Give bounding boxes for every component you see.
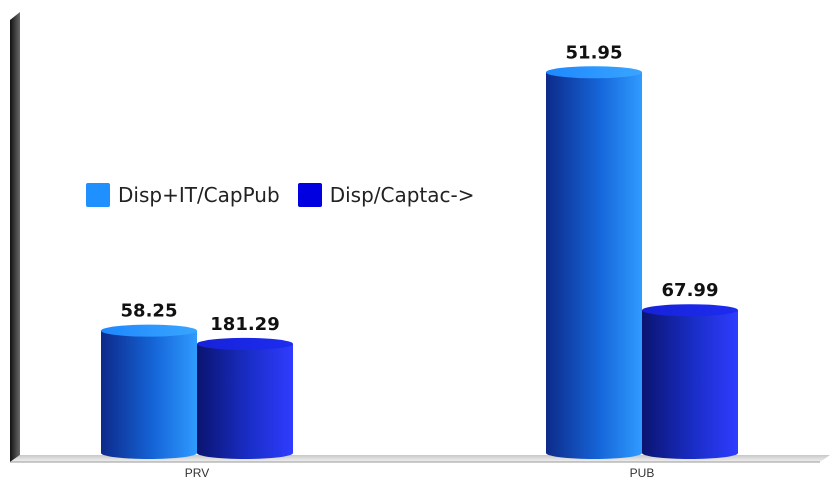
bar-pub-series-1 xyxy=(546,72,642,459)
value-label-prv-series-2: 181.29 xyxy=(210,314,279,335)
value-label-pub-series-2: 67.99 xyxy=(662,280,719,301)
bar-cap-pub-series-2 xyxy=(642,304,738,317)
left-wall xyxy=(10,12,20,462)
bar-prv-series-2 xyxy=(197,343,293,459)
legend-swatch-series-2 xyxy=(297,183,322,207)
bars-group xyxy=(101,66,738,459)
value-label-pub-series-1: 51.95 xyxy=(566,42,623,63)
x-tick-label-pub: PUB xyxy=(630,466,655,480)
legend: Disp+IT/CapPub Disp/Captac-> xyxy=(86,183,484,207)
x-tick-label-prv: PRV xyxy=(185,466,209,480)
legend-item-series-1: Disp+IT/CapPub xyxy=(86,183,280,207)
x-tick-labels-group: PRV PUB xyxy=(185,466,655,480)
legend-label-series-2: Disp/Captac-> xyxy=(329,183,475,207)
bar-pub-series-2 xyxy=(642,310,738,459)
value-label-prv-series-1: 58.25 xyxy=(121,301,178,322)
legend-item-series-2: Disp/Captac-> xyxy=(297,183,475,207)
bar-cap-prv-series-2 xyxy=(197,337,293,350)
bar-prv-series-1 xyxy=(101,330,197,459)
value-labels-group: 58.25 181.29 51.95 67.99 xyxy=(121,42,719,335)
bar-cap-prv-series-1 xyxy=(101,324,197,337)
bar-cap-pub-series-1 xyxy=(546,66,642,79)
legend-label-series-1: Disp+IT/CapPub xyxy=(118,183,280,207)
legend-swatch-series-1 xyxy=(86,183,110,207)
